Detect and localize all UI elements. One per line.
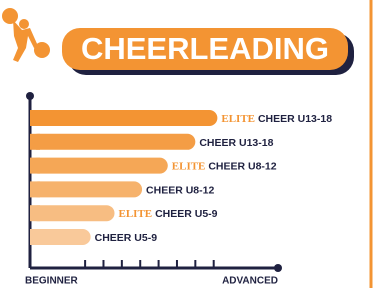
bar-label: ELITE CHEER U5-9 (119, 208, 218, 220)
elite-tag: ELITE (119, 208, 153, 220)
bar (30, 110, 217, 126)
bar (30, 134, 195, 150)
bar-left (30, 158, 40, 174)
bar (30, 181, 142, 197)
bar-label: ELITE CHEER U8-12 (172, 160, 277, 172)
bar-label: ELITE CHEER U13-18 (221, 113, 332, 125)
category-label: CHEER U5-9 (155, 208, 218, 220)
elite-tag: ELITE (172, 160, 206, 172)
bar-left (30, 229, 40, 245)
bar-left (30, 181, 40, 197)
bar (30, 205, 115, 221)
bar-label: CHEER U8-12 (146, 184, 214, 196)
category-label: CHEER U13-18 (258, 113, 332, 125)
elite-tag: ELITE (221, 113, 255, 125)
bar-left (30, 134, 40, 150)
cheerleader-icon (2, 8, 50, 62)
category-label: CHEER U8-12 (208, 160, 276, 172)
axis-dot (26, 92, 34, 100)
x-max-label: ADVANCED (222, 276, 278, 287)
bar-label: CHEER U13-18 (199, 137, 273, 149)
bar-left (30, 205, 40, 221)
bar-label: CHEER U5-9 (95, 232, 158, 244)
axis-dot (274, 264, 282, 272)
bar-left (30, 110, 40, 126)
category-label: CHEER U13-18 (199, 137, 273, 149)
category-label: CHEER U8-12 (146, 184, 214, 196)
x-min-label: BEGINNER (25, 276, 79, 287)
infographic: CHEERLEADING BEGINNER ADVANCED ELITE CHEER… (0, 0, 376, 288)
title: CHEERLEADING (81, 31, 329, 66)
category-label: CHEER U5-9 (95, 232, 158, 244)
bar (30, 158, 168, 174)
